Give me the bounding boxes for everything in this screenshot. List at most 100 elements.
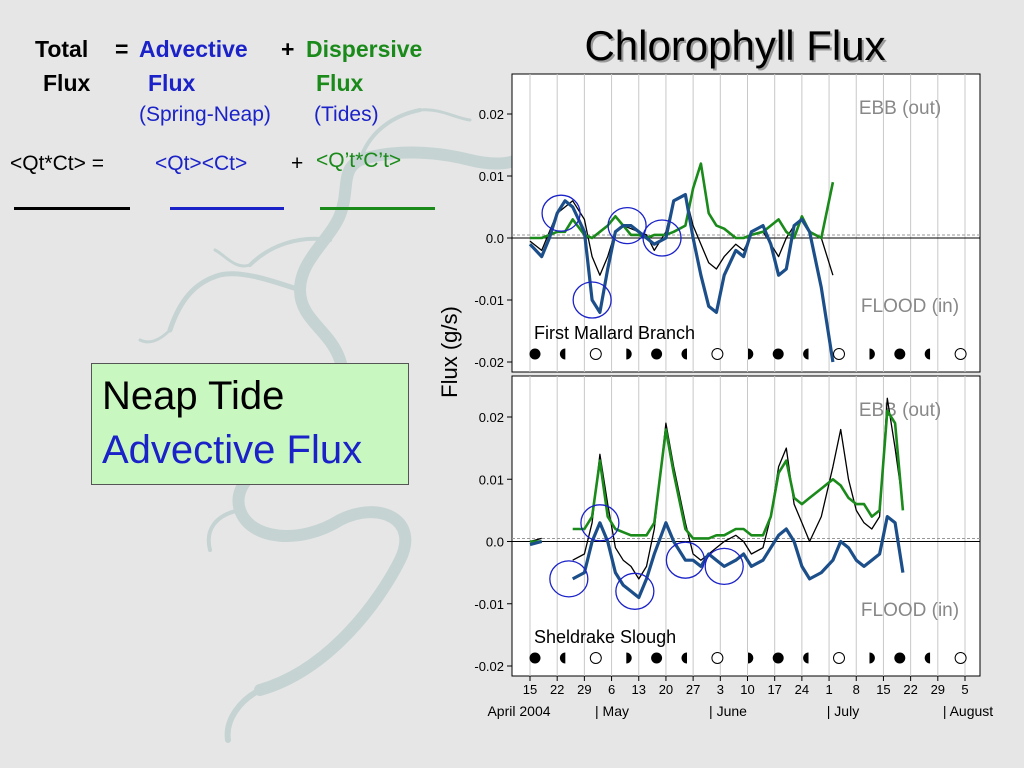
eq-plus: +	[281, 36, 295, 62]
eq-total: Total	[35, 36, 89, 62]
moon-first-quarter-icon	[687, 652, 693, 664]
eq-plus-2: +	[291, 152, 304, 175]
moon-new-icon	[772, 652, 784, 664]
moon-first-quarter-icon	[930, 652, 936, 664]
underline-dispersive	[320, 207, 435, 210]
moon-last-quarter-icon	[869, 348, 875, 360]
moon-full-icon	[954, 652, 967, 664]
moon-last-quarter-icon	[747, 652, 754, 664]
series-line-advective	[528, 193, 835, 363]
x-tick-label: 29	[577, 682, 591, 697]
y-tick-label: -0.01	[474, 293, 504, 308]
moon-first-quarter-icon	[559, 348, 566, 360]
x-month-label: | July	[827, 703, 859, 719]
moon-full-icon	[954, 348, 967, 360]
moon-new-icon	[894, 652, 906, 664]
y-tick-label: -0.01	[474, 597, 504, 612]
ebb-out-label: EBB (out)	[859, 400, 941, 421]
moon-full-icon	[833, 348, 845, 360]
x-tick-label: 24	[795, 682, 809, 697]
moon-last-quarter-icon	[620, 348, 627, 360]
moon-first-quarter-icon	[803, 348, 809, 360]
moon-last-quarter-icon	[863, 348, 870, 360]
highlight-circle	[607, 206, 647, 245]
moon-last-quarter-icon	[869, 652, 875, 664]
x-tick-label: 17	[767, 682, 781, 697]
series-line-advective	[529, 515, 905, 600]
y-tick-label: 0.0	[486, 231, 504, 246]
moon-last-quarter-icon	[742, 652, 748, 664]
moon-new-icon	[651, 348, 663, 360]
highlight-circle	[580, 504, 620, 542]
moon-first-quarter-icon	[924, 652, 931, 664]
moon-first-quarter-icon	[808, 652, 815, 664]
y-tick-label: -0.02	[474, 355, 504, 370]
moon-first-quarter-icon	[924, 348, 931, 360]
highlight-circle	[572, 281, 612, 319]
y-tick-label: 0.02	[479, 410, 504, 425]
underline-total	[14, 207, 130, 210]
moon-last-quarter-icon	[620, 652, 627, 664]
x-tick-label: 20	[659, 682, 673, 697]
eq-dispersive: Dispersive	[306, 36, 423, 62]
moon-full-icon	[589, 652, 602, 664]
moon-last-quarter-icon	[747, 348, 754, 360]
y-tick-label: 0.01	[479, 472, 504, 487]
moon-last-quarter-icon	[626, 652, 632, 664]
x-tick-label: 29	[931, 682, 945, 697]
eq-total-flux: Flux	[43, 70, 91, 96]
x-tick-label: 13	[632, 682, 646, 697]
eq-lhs: <Qt*Ct> =	[10, 152, 104, 175]
moon-full-icon	[711, 348, 724, 360]
x-tick-label: 27	[686, 682, 700, 697]
eq-dispersive-flux: Flux	[316, 70, 364, 96]
x-tick-label: 5	[961, 682, 968, 697]
panel-sheldrake-slough: 0.02 0.01 0.0 -0.01 -0.02 EBB (out) FLOOD (in)…	[474, 375, 981, 677]
eq-spring-neap-note: (Spring-Neap)	[139, 103, 271, 126]
y-tick-label: -0.02	[474, 659, 504, 674]
moon-new-icon	[529, 652, 541, 664]
moon-new-icon	[651, 652, 663, 664]
moon-new-icon	[772, 348, 784, 360]
x-tick-label: 6	[608, 682, 615, 697]
y-tick-label: 0.0	[486, 535, 504, 550]
moon-first-quarter-icon	[687, 348, 693, 360]
x-tick-label: 22	[903, 682, 917, 697]
moon-last-quarter-icon	[626, 348, 632, 360]
highlight-circle	[549, 560, 589, 598]
panel-site-label: First Mallard Branch	[534, 323, 695, 343]
moon-new-icon	[894, 348, 906, 360]
moon-first-quarter-icon	[565, 652, 571, 664]
shared-x-axis: 15 22 29 6 13 20 27 3 10 17 24 1 8 15 22 29 5 April 2004 |…	[487, 676, 993, 719]
panel-site-label: Sheldrake Slough	[534, 627, 676, 647]
moon-first-quarter-icon	[803, 652, 809, 664]
x-tick-label: 3	[717, 682, 724, 697]
highlight-circle	[665, 541, 706, 579]
moon-first-quarter-icon	[565, 348, 571, 360]
moon-full-icon	[833, 652, 845, 664]
highlight-circle	[642, 219, 682, 257]
flood-in-label: FLOOD (in)	[861, 296, 959, 317]
callout-line-1: Neap Tide	[102, 374, 285, 418]
neap-tide-callout: Neap Tide Advective Flux	[91, 363, 409, 485]
plot-area	[511, 73, 981, 373]
eq-advective: Advective	[139, 36, 248, 62]
moon-first-quarter-icon	[681, 652, 687, 664]
x-tick-label: 15	[876, 682, 890, 697]
eq-advective-flux: Flux	[148, 70, 196, 96]
flood-in-label: FLOOD (in)	[861, 600, 959, 621]
x-month-label: | June	[709, 703, 747, 719]
x-month-label: | May	[595, 703, 629, 719]
moon-first-quarter-icon	[930, 348, 936, 360]
callout-line-2: Advective Flux	[102, 428, 363, 472]
x-month-label: | August	[943, 703, 993, 719]
eq-equals: =	[115, 36, 129, 62]
series-line-dispersive	[530, 162, 835, 240]
panel-first-mallard-branch: 0.02 0.01 0.0 -0.01 -0.02 EBB (out) FLOOD (in)…	[474, 73, 981, 373]
x-tick-label: 1	[825, 682, 832, 697]
moon-first-quarter-icon	[808, 348, 815, 360]
moon-last-quarter-icon	[742, 348, 748, 360]
y-tick-label: 0.02	[479, 107, 504, 122]
x-month-label: April 2004	[487, 703, 550, 719]
